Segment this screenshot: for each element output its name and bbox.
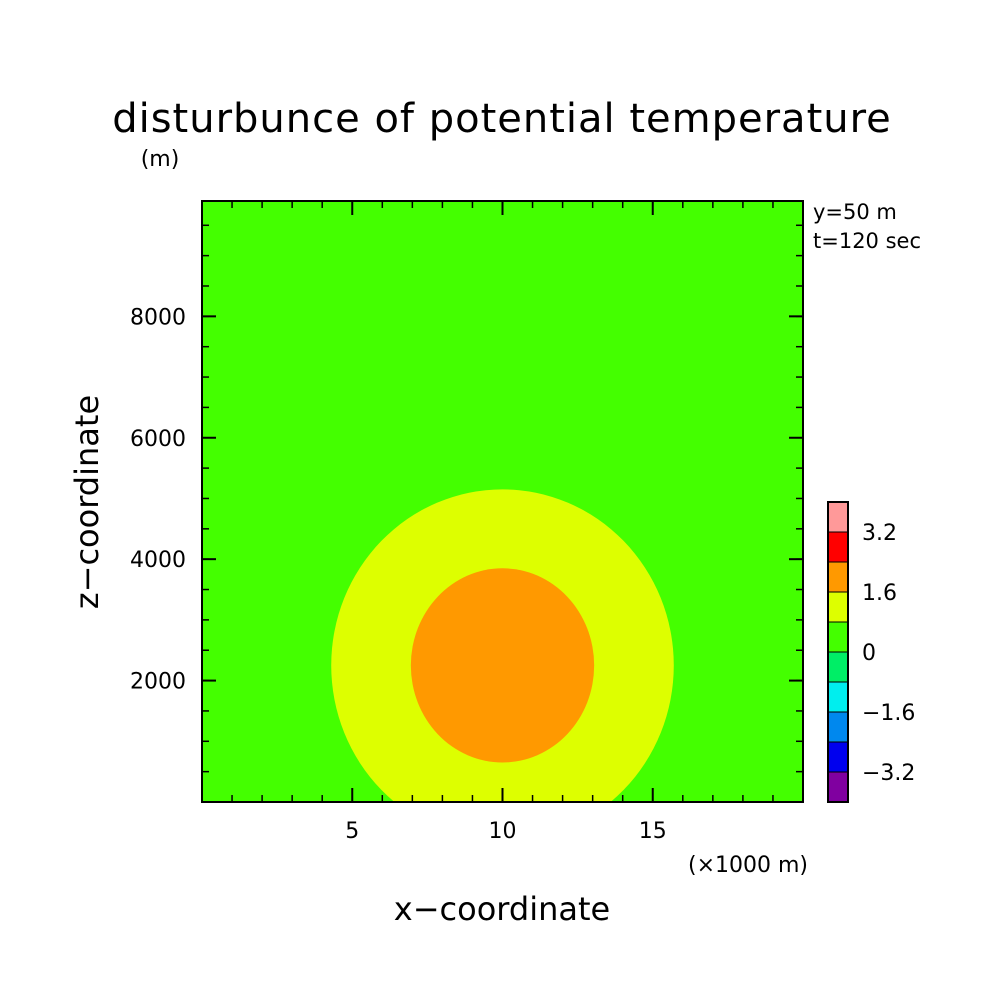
- colorbar-tick-label: 1.6: [862, 581, 897, 606]
- y-tick-label: 2000: [130, 670, 186, 695]
- y-unit-label: (m): [141, 147, 180, 172]
- colorbar-segment: [827, 591, 849, 623]
- x-tick-label: 5: [345, 819, 359, 844]
- axis-ticks: [202, 201, 803, 802]
- colorbar-tick-label: 0: [862, 641, 876, 666]
- colorbar-tick-label: 3.2: [862, 521, 897, 546]
- colorbar-frame: [827, 501, 849, 803]
- colorbar-segment: [827, 561, 849, 593]
- annotation-t: t=120 sec: [813, 229, 921, 253]
- plot-frame: [201, 200, 804, 803]
- colorbar-tick-label: −3.2: [862, 761, 915, 786]
- colorbar-segment: [827, 651, 849, 683]
- colorbar-segment: [827, 681, 849, 713]
- x-tick-label: 15: [639, 819, 667, 844]
- colorbar-tick-label: −1.6: [862, 701, 915, 726]
- contour-region-1: [410, 568, 595, 763]
- y-tick-label: 4000: [130, 548, 186, 573]
- colorbar-segment: [827, 621, 849, 653]
- y-tick-label: 6000: [130, 427, 186, 452]
- y-tick-label: 8000: [130, 305, 186, 330]
- y-axis-label: z−coordinate: [68, 395, 106, 609]
- tick-labels: 5 10 15 2000 4000 6000 8000: [130, 305, 667, 844]
- chart-title: disturbunce of potential temperature: [112, 96, 892, 142]
- colorbar: −3.2 −1.6 0 1.6 3.2: [827, 501, 915, 803]
- colorbar-segment: [827, 531, 849, 563]
- x-unit-label: (×1000 m): [688, 853, 808, 878]
- colorbar-segment: [827, 711, 849, 743]
- x-axis-label: x−coordinate: [394, 890, 610, 928]
- annotation-y: y=50 m: [813, 200, 897, 224]
- colorbar-segment: [827, 501, 849, 533]
- colorbar-segment: [827, 771, 849, 803]
- x-tick-label: 10: [489, 819, 517, 844]
- contour-regions: [331, 489, 674, 802]
- colorbar-segment: [827, 741, 849, 773]
